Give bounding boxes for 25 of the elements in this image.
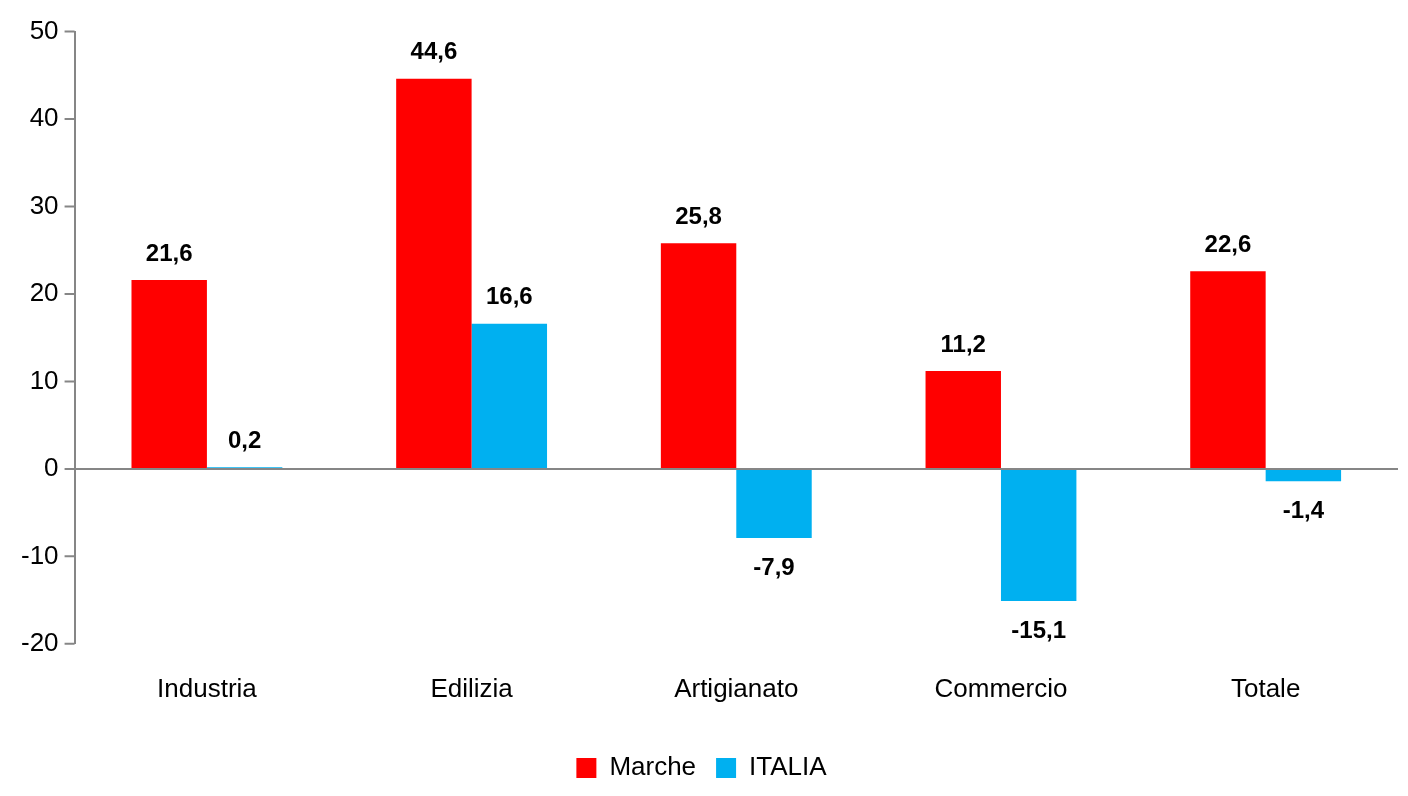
y-tick-label: 0 bbox=[44, 452, 59, 483]
y-tick-label: 20 bbox=[29, 277, 59, 308]
data-label: -7,9 bbox=[753, 552, 795, 580]
data-label: -15,1 bbox=[1011, 615, 1067, 643]
y-tick-label: 40 bbox=[29, 102, 59, 133]
y-tick-label: 50 bbox=[29, 14, 59, 45]
legend-label: Marche bbox=[609, 751, 697, 782]
y-tick-label: -20 bbox=[21, 626, 59, 657]
y-tick-label: 30 bbox=[29, 189, 59, 220]
x-tick-label: Commercio bbox=[934, 672, 1068, 703]
x-tick-label: Edilizia bbox=[430, 672, 514, 703]
data-label: 16,6 bbox=[485, 282, 533, 310]
data-label: 11,2 bbox=[940, 329, 986, 357]
x-tick-label: Totale bbox=[1230, 672, 1301, 703]
data-label: 44,6 bbox=[410, 37, 458, 65]
x-tick-label: Artigianato bbox=[674, 672, 799, 703]
data-label: 22,6 bbox=[1204, 229, 1252, 257]
data-label: 21,6 bbox=[145, 238, 193, 266]
legend-label: ITALIA bbox=[749, 751, 828, 782]
y-tick-label: 10 bbox=[29, 364, 59, 395]
data-label: 25,8 bbox=[675, 201, 722, 229]
y-tick-label: -10 bbox=[21, 539, 59, 570]
data-label: 0,2 bbox=[227, 425, 262, 453]
data-label: -1,4 bbox=[1282, 495, 1325, 523]
x-tick-label: Industria bbox=[157, 672, 258, 703]
